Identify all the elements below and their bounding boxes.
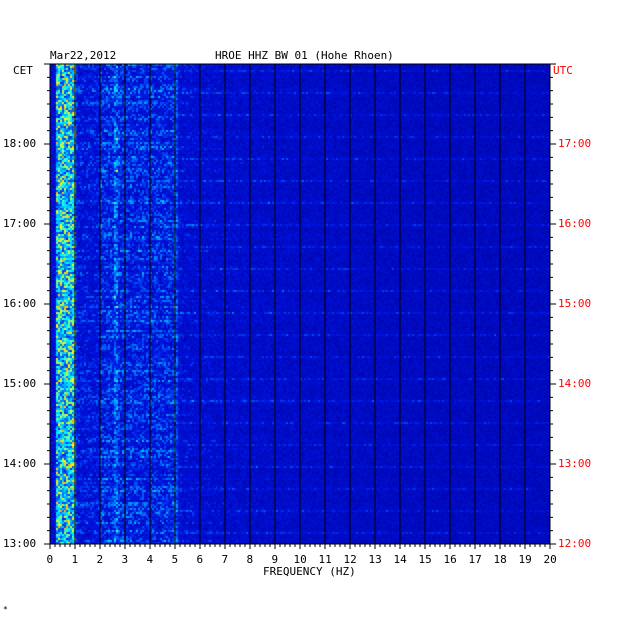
right-tick-label: 13:00 — [558, 457, 592, 470]
x-tick-label: 17 — [468, 553, 482, 566]
right-tick-label: 17:00 — [558, 137, 592, 150]
date-label: Mar22,2012 — [50, 49, 117, 62]
x-tick-label: 0 — [46, 553, 54, 566]
left-tick-label: 13:00 — [3, 537, 37, 550]
x-tick-label: 4 — [146, 553, 154, 566]
x-tick-label: 5 — [171, 553, 179, 566]
x-tick-label: 10 — [293, 553, 307, 566]
x-tick-label: 8 — [246, 553, 254, 566]
x-tick-label: 11 — [318, 553, 332, 566]
right-tick-label: 14:00 — [558, 377, 592, 390]
x-tick-label: 13 — [368, 553, 382, 566]
left-tick-label: 17:00 — [3, 217, 37, 230]
x-tick-label: 9 — [271, 553, 279, 566]
x-tick-label: 14 — [393, 553, 407, 566]
right-tick-label: 16:00 — [558, 217, 592, 230]
left-axis-label: CET — [13, 64, 33, 77]
left-tick-label: 16:00 — [3, 297, 37, 310]
x-axis-label: FREQUENCY (HZ) — [263, 565, 356, 578]
footnote-mark: * — [3, 605, 8, 614]
x-tick-label: 6 — [196, 553, 204, 566]
right-tick-label: 15:00 — [558, 297, 592, 310]
x-tick-label: 12 — [343, 553, 357, 566]
left-tick-label: 15:00 — [3, 377, 37, 390]
x-tick-label: 16 — [443, 553, 457, 566]
x-tick-label: 20 — [543, 553, 557, 566]
right-axis-label: UTC — [553, 64, 573, 77]
x-tick-label: 7 — [221, 553, 229, 566]
right-tick-label: 12:00 — [558, 537, 592, 550]
left-tick-label: 18:00 — [3, 137, 37, 150]
x-tick-label: 3 — [121, 553, 129, 566]
x-tick-label: 18 — [493, 553, 507, 566]
left-tick-label: 14:00 — [3, 457, 37, 470]
x-tick-label: 2 — [96, 553, 104, 566]
chart-title: HROE HHZ BW 01 (Hohe Rhoen) — [215, 49, 394, 62]
x-tick-label: 19 — [518, 553, 532, 566]
x-tick-label: 1 — [71, 553, 79, 566]
x-tick-label: 15 — [418, 553, 432, 566]
